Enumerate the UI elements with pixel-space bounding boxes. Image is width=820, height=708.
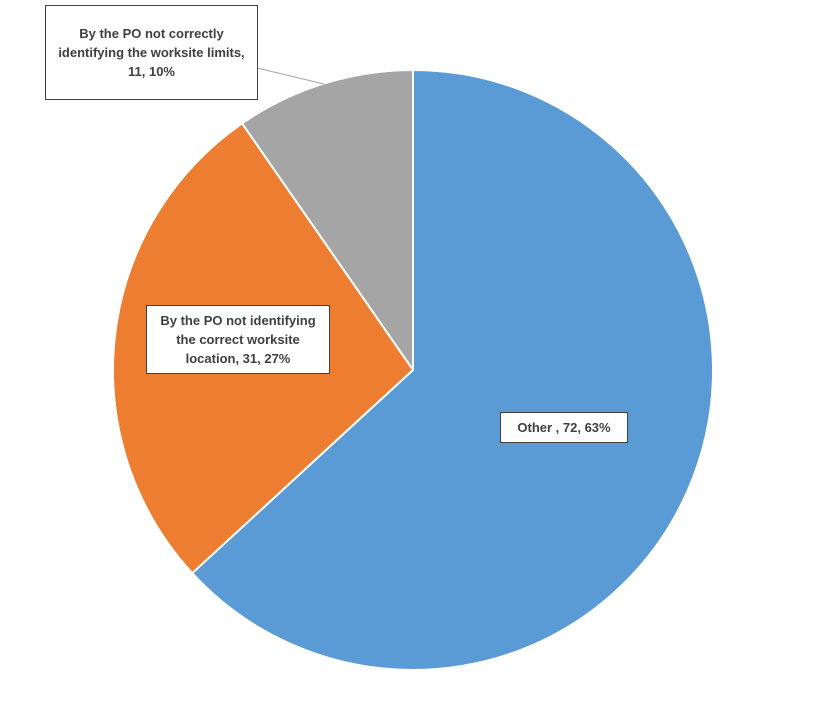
data-label: By the PO not identifying the correct wo…: [146, 305, 330, 374]
leader-line: [256, 67, 325, 85]
data-label: Other , 72, 63%: [500, 412, 628, 443]
data-label: By the PO not correctly identifying the …: [45, 5, 258, 100]
pie-slice: [190, 68, 714, 671]
